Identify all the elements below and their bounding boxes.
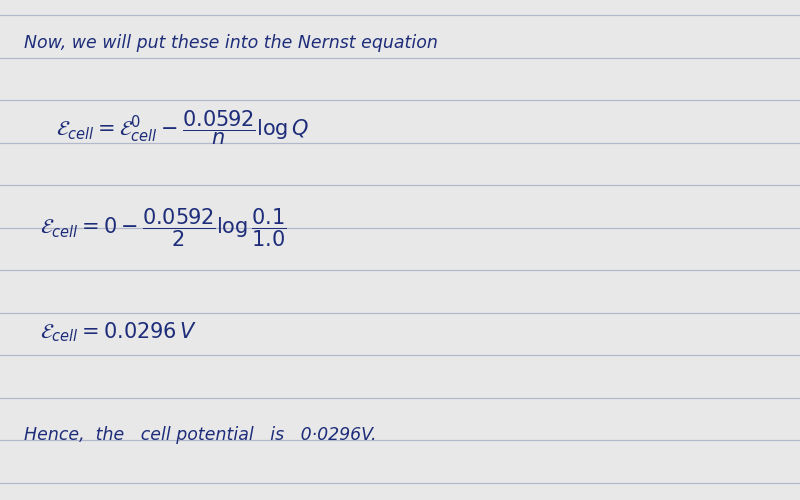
Text: $\mathcal{E}_{cell} = 0.0296\,V$: $\mathcal{E}_{cell} = 0.0296\,V$: [40, 320, 197, 344]
Text: $\mathcal{E}_{cell} = 0 - \dfrac{0.0592}{2} \log\dfrac{0.1}{1.0}$: $\mathcal{E}_{cell} = 0 - \dfrac{0.0592}…: [40, 206, 286, 249]
Text: $\mathcal{E}_{cell} = \mathcal{E}^{0}_{cell} - \dfrac{0.0592}{n} \log Q$: $\mathcal{E}_{cell} = \mathcal{E}^{0}_{c…: [56, 108, 309, 147]
Text: Hence,  the   cell potential   is   0·0296V.: Hence, the cell potential is 0·0296V.: [24, 426, 377, 444]
Text: Now, we will put these into the Nernst equation: Now, we will put these into the Nernst e…: [24, 34, 438, 52]
